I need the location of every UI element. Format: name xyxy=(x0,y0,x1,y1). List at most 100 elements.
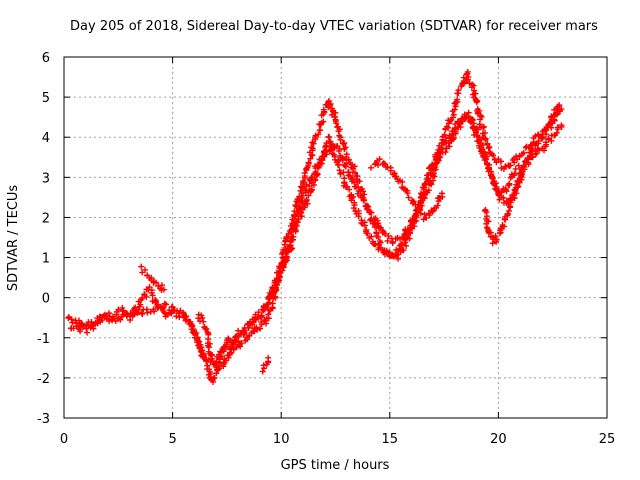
data-point xyxy=(505,207,512,214)
data-point xyxy=(472,90,479,97)
data-point xyxy=(489,240,496,247)
data-point xyxy=(548,124,555,131)
data-point xyxy=(483,224,490,231)
data-point xyxy=(556,102,563,109)
data-point xyxy=(211,374,218,381)
data-point xyxy=(307,155,314,162)
data-point xyxy=(158,303,165,310)
data-point xyxy=(276,265,283,272)
data-point xyxy=(425,187,432,194)
data-point xyxy=(161,309,168,316)
data-point xyxy=(303,167,310,174)
data-point xyxy=(84,329,91,336)
data-point xyxy=(525,156,532,163)
data-point xyxy=(351,163,358,170)
data-point xyxy=(553,129,560,136)
data-point xyxy=(548,137,555,144)
data-point xyxy=(520,162,527,169)
data-point xyxy=(446,143,453,150)
data-point xyxy=(92,319,99,326)
data-point xyxy=(520,149,527,156)
data-point xyxy=(275,274,282,281)
data-point xyxy=(257,325,264,332)
data-point xyxy=(318,156,325,163)
data-point xyxy=(313,170,320,177)
data-point xyxy=(289,245,296,252)
data-point xyxy=(151,308,158,315)
data-point xyxy=(399,247,406,254)
data-point xyxy=(335,161,342,168)
data-point xyxy=(454,96,461,103)
data-point xyxy=(189,323,196,330)
data-point xyxy=(218,349,225,356)
data-point xyxy=(217,348,224,355)
data-point xyxy=(454,124,461,131)
data-point xyxy=(506,180,513,187)
data-point xyxy=(513,190,520,197)
data-point xyxy=(132,304,139,311)
data-point xyxy=(417,210,424,217)
data-point xyxy=(368,209,375,216)
data-point xyxy=(545,122,552,129)
data-point xyxy=(127,317,134,323)
data-point xyxy=(200,318,207,325)
data-point xyxy=(387,167,394,174)
data-point xyxy=(415,201,422,208)
data-point xyxy=(476,121,483,128)
data-point xyxy=(258,321,265,328)
data-point xyxy=(479,142,486,149)
data-point xyxy=(246,332,253,339)
data-point xyxy=(327,100,334,107)
data-point xyxy=(450,111,457,118)
data-point xyxy=(497,158,504,165)
data-point xyxy=(228,349,235,356)
data-point xyxy=(244,336,251,343)
data-point xyxy=(326,102,333,109)
data-point xyxy=(398,241,405,248)
data-point xyxy=(464,68,471,75)
plot-frame xyxy=(63,56,608,419)
data-point xyxy=(139,311,146,318)
data-point xyxy=(142,266,149,273)
data-point xyxy=(493,159,500,166)
data-point xyxy=(373,230,380,237)
data-point xyxy=(523,159,530,166)
data-point xyxy=(465,114,472,121)
data-point xyxy=(389,240,396,247)
data-point xyxy=(465,74,472,81)
data-point xyxy=(204,366,211,373)
data-point xyxy=(504,210,511,217)
data-point xyxy=(405,194,412,201)
data-point xyxy=(238,340,245,347)
data-point xyxy=(435,154,442,161)
data-point xyxy=(371,216,378,223)
x-tick-label: 5 xyxy=(168,432,176,447)
data-point xyxy=(554,126,561,133)
data-point xyxy=(481,129,488,136)
data-point xyxy=(294,208,301,215)
x-tick-label: 20 xyxy=(490,432,507,447)
data-point xyxy=(350,193,357,200)
data-point xyxy=(385,233,392,240)
data-point xyxy=(163,301,170,308)
data-point xyxy=(298,209,305,216)
data-point xyxy=(283,253,290,260)
data-point xyxy=(541,147,548,154)
data-point xyxy=(417,197,424,204)
data-point xyxy=(336,167,343,174)
data-point xyxy=(473,128,480,135)
data-point xyxy=(309,152,316,159)
data-point xyxy=(486,143,493,150)
data-point xyxy=(513,181,520,188)
y-tick-label: -1 xyxy=(37,332,50,347)
data-point xyxy=(381,230,388,237)
data-point xyxy=(327,146,334,153)
data-point xyxy=(450,134,457,141)
axis-ticks: 0 5 10 15 20 25 -3 -2 -1 0 1 2 3 4 5 6 xyxy=(37,51,615,447)
data-point xyxy=(237,343,244,350)
data-point xyxy=(404,226,411,233)
data-point xyxy=(266,290,273,297)
data-point xyxy=(471,87,478,94)
data-point xyxy=(259,368,266,375)
y-tick-label: 2 xyxy=(42,211,50,226)
